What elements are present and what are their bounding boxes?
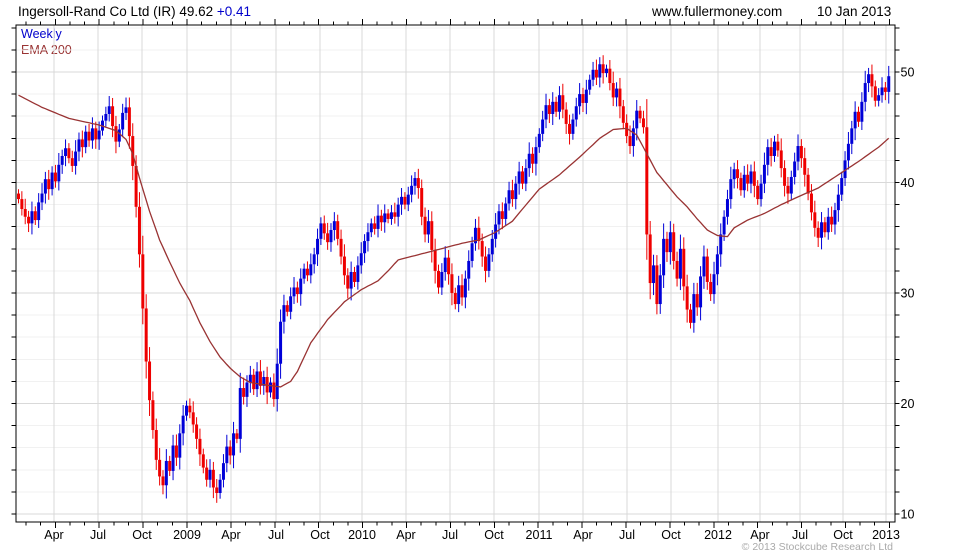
svg-text:2013: 2013 [872,528,900,542]
svg-text:10: 10 [901,508,915,522]
svg-text:40: 40 [901,176,915,190]
chart-title: Ingersoll-Rand Co Ltd (IR) 49.62 +0.41 [18,4,251,19]
chart-date: 10 Jan 2013 [817,4,892,19]
svg-text:Jul: Jul [268,528,284,542]
website-label: www.fullermoney.com [652,4,783,19]
svg-text:50: 50 [901,66,915,80]
svg-text:2009: 2009 [173,528,201,542]
price-change: +0.41 [216,4,252,19]
svg-text:Jul: Jul [442,528,458,542]
legend-weekly: Weekly [21,27,62,41]
svg-text:30: 30 [901,287,915,301]
svg-text:2010: 2010 [348,528,376,542]
svg-text:Apr: Apr [573,528,592,542]
copyright-notice: © 2013 Stockcube Research Ltd [741,541,893,553]
svg-text:2011: 2011 [526,528,553,542]
svg-text:Oct: Oct [310,528,330,542]
svg-text:Jul: Jul [619,528,635,542]
svg-text:Apr: Apr [396,528,415,542]
svg-text:Oct: Oct [833,528,853,542]
svg-text:Oct: Oct [661,528,681,542]
svg-text:Apr: Apr [44,528,63,542]
instrument-and-price: Ingersoll-Rand Co Ltd (IR) 49.62 [18,4,214,19]
svg-text:2012: 2012 [704,528,732,542]
svg-text:Jul: Jul [90,528,106,542]
svg-text:Apr: Apr [221,528,240,542]
svg-text:Oct: Oct [484,528,504,542]
svg-text:Oct: Oct [132,528,152,542]
svg-text:Jul: Jul [792,528,808,542]
svg-text:Apr: Apr [750,528,769,542]
svg-text:20: 20 [901,397,915,411]
